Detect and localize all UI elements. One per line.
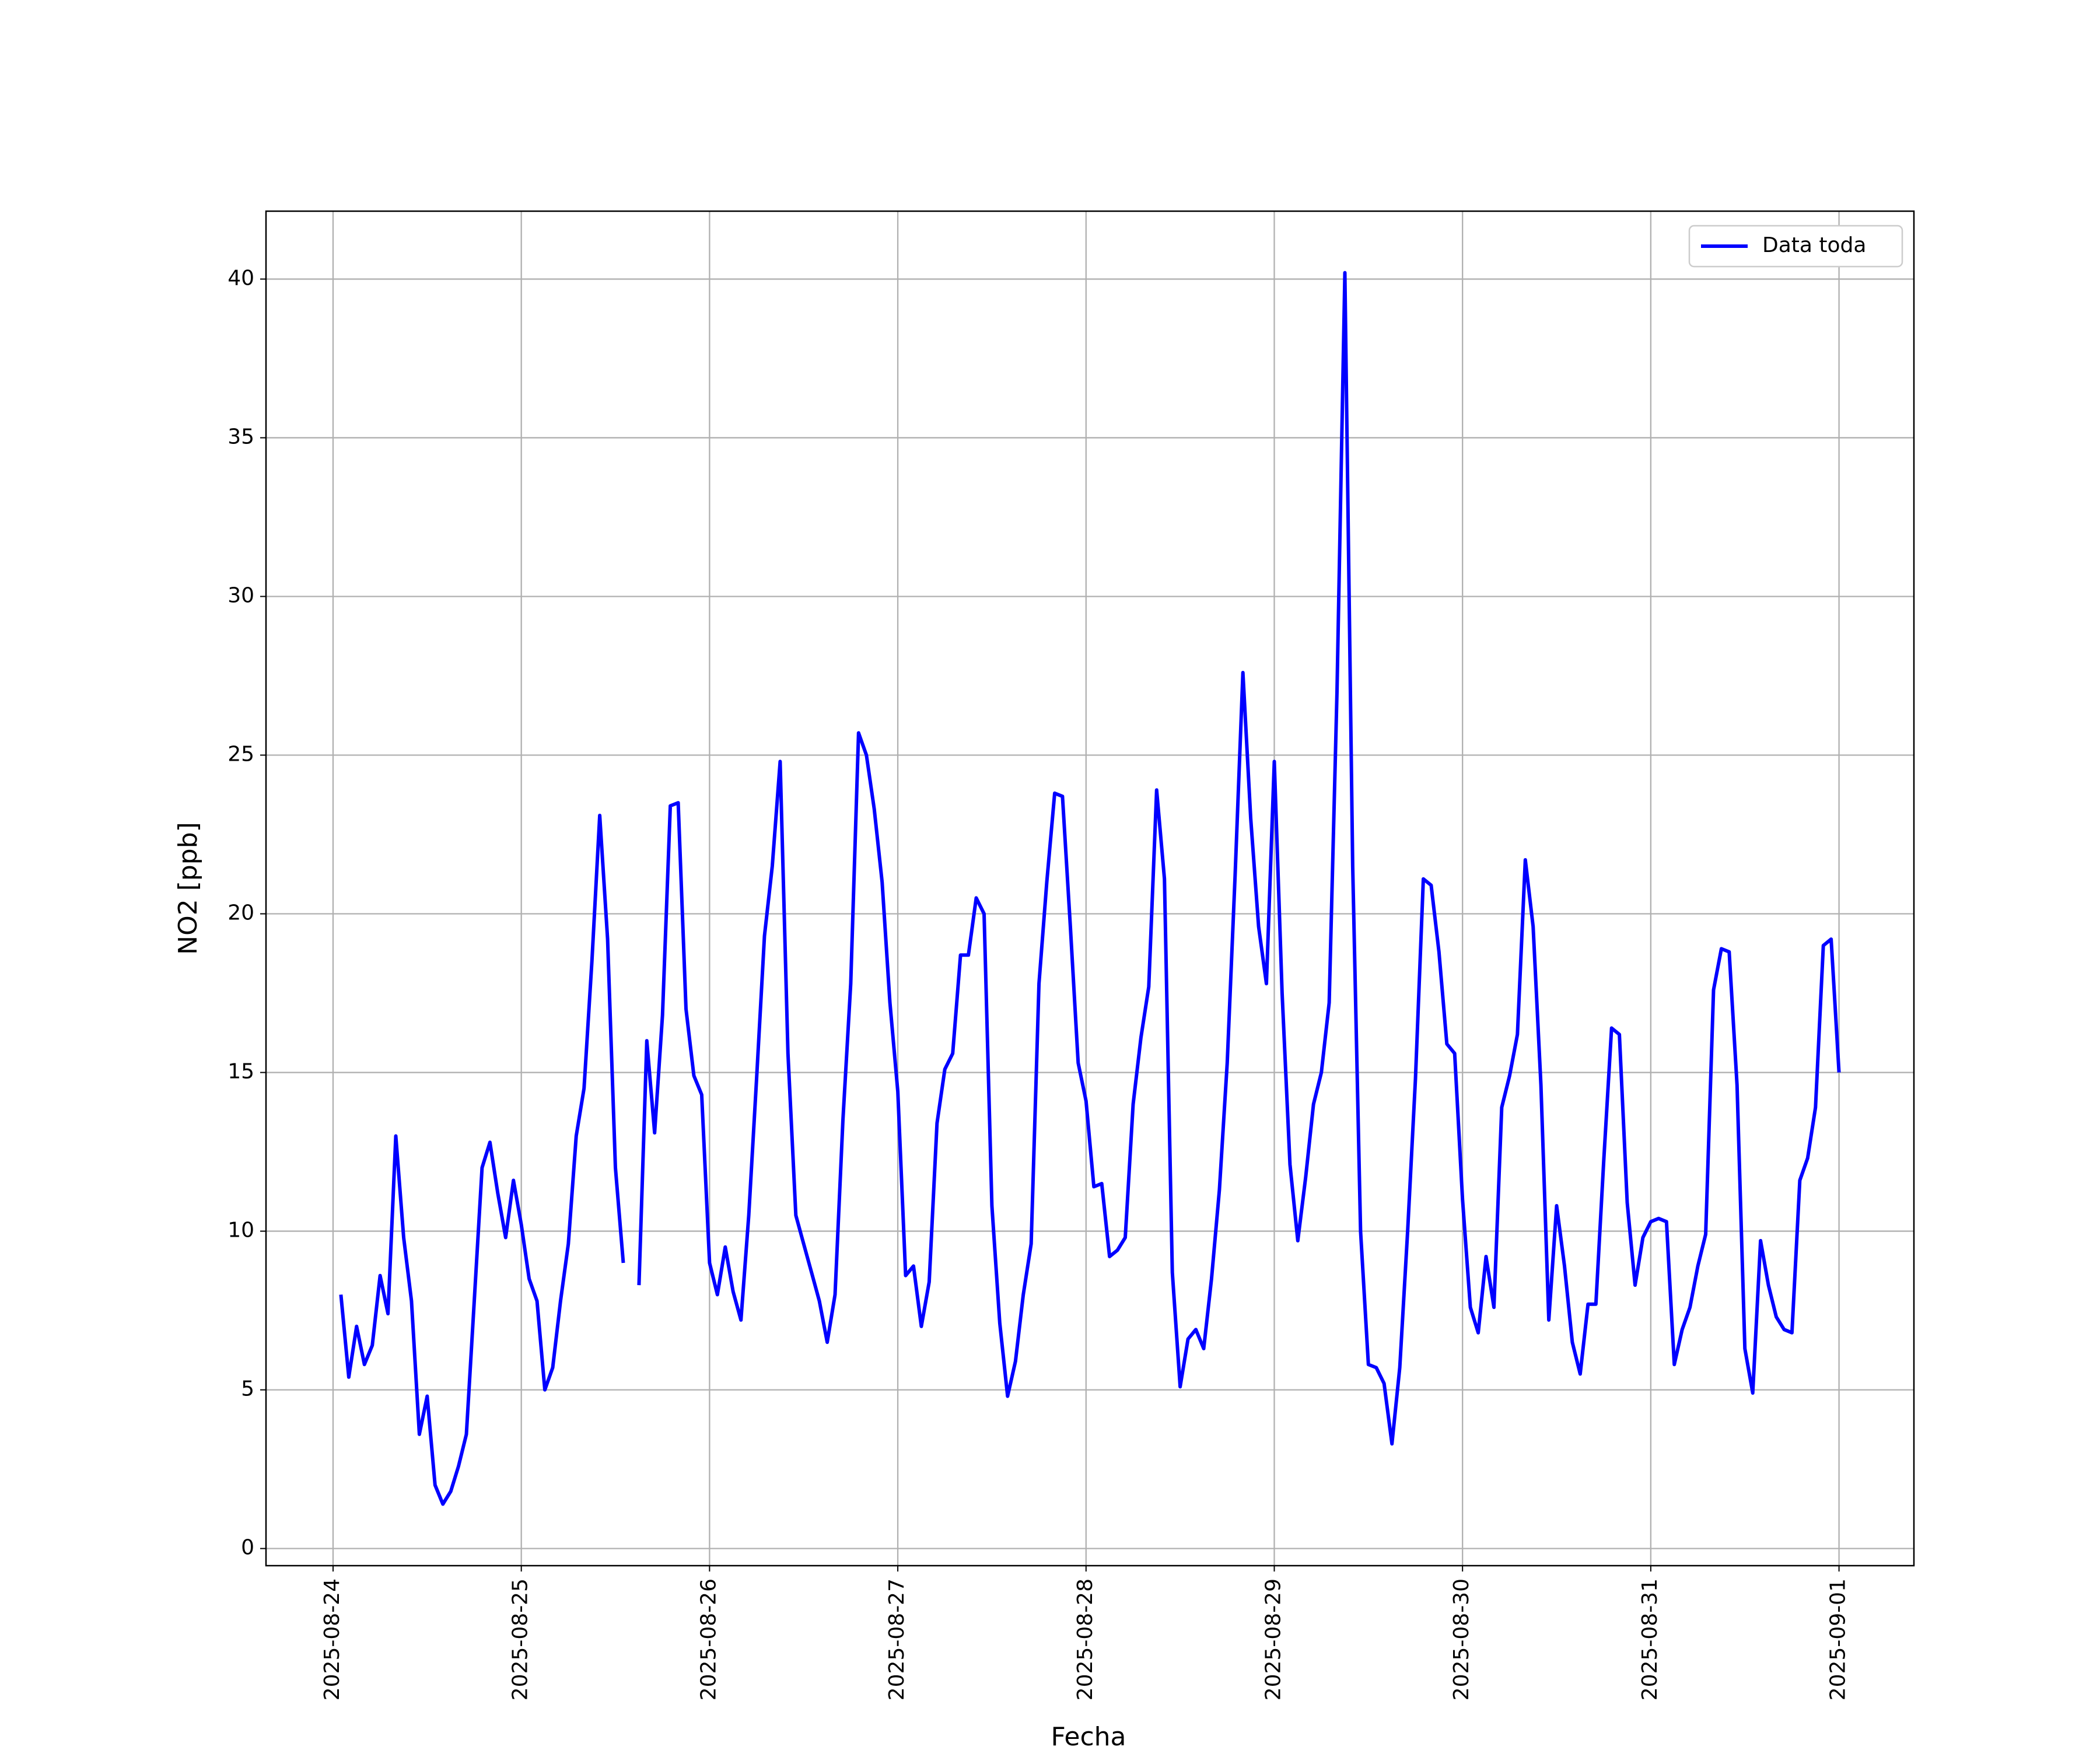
legend-label: Data toda: [1762, 233, 1866, 257]
y-tick-label: 10: [228, 1219, 254, 1242]
legend: Data toda: [1688, 225, 1903, 268]
y-axis-label: NO2 [ppb]: [173, 822, 203, 955]
y-tick-label: 15: [228, 1060, 254, 1084]
x-tick-label: 2025-08-27: [885, 1578, 909, 1700]
data-line: [339, 271, 1841, 1506]
x-tick-label: 2025-08-29: [1261, 1578, 1285, 1700]
plot-frame: [265, 210, 1915, 1567]
x-tick-label: 2025-08-26: [696, 1578, 720, 1700]
x-axis-label: Fecha: [1051, 1722, 1126, 1750]
y-tick-label: 20: [228, 901, 254, 925]
legend-frame: [1688, 225, 1903, 268]
x-tick-label: 2025-08-28: [1073, 1578, 1097, 1700]
y-tick-label: 40: [228, 266, 254, 290]
y-tick-label: 0: [241, 1536, 254, 1560]
x-tick-label: 2025-08-25: [509, 1578, 533, 1700]
x-tick-label: 2025-08-24: [320, 1578, 344, 1700]
y-tick-label: 25: [228, 742, 254, 766]
x-tick-label: 2025-09-01: [1826, 1578, 1850, 1700]
y-tick-label: 30: [228, 583, 254, 607]
x-tick-label: 2025-08-30: [1450, 1578, 1474, 1700]
y-tick-label: 5: [241, 1377, 254, 1401]
y-tick-label: 35: [228, 425, 254, 449]
x-tick-label: 2025-08-31: [1638, 1578, 1662, 1700]
